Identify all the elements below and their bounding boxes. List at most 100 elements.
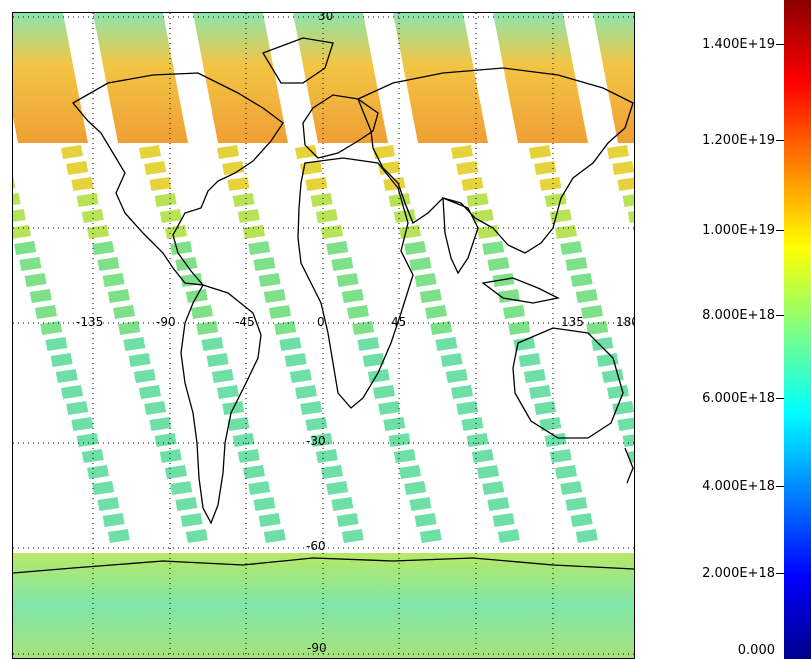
global-map: 30 -135 -90 -45 0 45 135 180 -30 -60 -90: [12, 12, 635, 659]
swath-block: [258, 513, 281, 527]
swath-block: [55, 369, 78, 383]
swath-block: [61, 385, 83, 399]
swath-block: [409, 257, 432, 271]
lon-label: 45: [391, 315, 407, 329]
swath-block: [549, 449, 572, 463]
swath-block: [352, 321, 375, 335]
swath-block: [310, 433, 333, 447]
swath-block: [596, 353, 619, 367]
swath-block: [529, 145, 551, 159]
swath-block: [544, 193, 567, 207]
swath-block: [560, 481, 583, 495]
swath-block: [373, 385, 395, 399]
swath-block: [466, 193, 489, 207]
continent-outlines: [13, 37, 634, 574]
lon-label: -45: [235, 315, 255, 329]
swath-block: [13, 225, 31, 239]
south-polar-band: [13, 553, 634, 658]
swath-block: [165, 225, 187, 239]
swath-block: [300, 161, 323, 175]
swath-block: [50, 353, 73, 367]
swath-block: [35, 305, 57, 319]
colorbar-label: 1.200E+19: [702, 133, 775, 148]
swath-block: [76, 193, 99, 207]
swath-block: [445, 369, 468, 383]
colorbar-label: 8.000E+18: [702, 308, 775, 323]
swath-block: [248, 241, 271, 255]
swath-block: [191, 305, 213, 319]
swath-block: [456, 161, 479, 175]
swath-block: [295, 145, 317, 159]
swath-block: [487, 257, 510, 271]
swath-block: [341, 289, 364, 303]
swath-block: [414, 273, 437, 287]
swath-segment: [393, 13, 488, 143]
swath-block: [258, 273, 281, 287]
swath-block: [107, 529, 130, 543]
colorbar-fill: [784, 0, 811, 659]
swath-block: [383, 417, 406, 431]
map-canvas: [13, 13, 634, 658]
swath-block: [133, 369, 156, 383]
swath-block: [123, 337, 146, 351]
swath-block: [513, 337, 536, 351]
swath-block: [539, 417, 562, 431]
colorbar-label: 1.000E+19: [702, 223, 775, 238]
swath-block: [425, 305, 447, 319]
swath-segment: [193, 13, 288, 143]
swath-block: [81, 209, 104, 223]
colorbar-label: 6.000E+18: [702, 391, 775, 406]
swath-block: [97, 497, 120, 511]
colorbar-label: 2.000E+18: [702, 566, 775, 581]
indonesia-outline: [481, 277, 560, 304]
swath-block: [144, 161, 167, 175]
swath-segment: [493, 13, 588, 143]
new-zealand-outline: [624, 447, 634, 484]
swath-block: [24, 273, 47, 287]
swath-block: [118, 321, 141, 335]
africa-outline: [297, 157, 414, 409]
swath-block: [544, 433, 567, 447]
colorbar-tick: [776, 140, 784, 141]
swath-block: [378, 161, 401, 175]
swath-block: [237, 209, 260, 223]
swath-block: [232, 433, 255, 447]
swath-block: [565, 497, 588, 511]
swath-block: [378, 401, 401, 415]
swath-block: [581, 305, 603, 319]
swath-block: [159, 209, 182, 223]
swath-block: [497, 529, 520, 543]
swath-block: [211, 369, 234, 383]
swath-block: [341, 529, 364, 543]
colorbar-label: 4.000E+18: [702, 479, 775, 494]
swath-block: [227, 417, 250, 431]
swath-block: [19, 257, 42, 271]
swath-block: [71, 177, 94, 191]
north-swath-band: [13, 13, 634, 143]
swath-block: [367, 369, 390, 383]
swath-segment: [93, 13, 188, 143]
swath-segment: [13, 13, 88, 143]
swath-block: [76, 433, 99, 447]
swath-block: [71, 417, 94, 431]
lat-label: -30: [306, 434, 326, 448]
swath-block: [466, 433, 489, 447]
swath-block: [263, 289, 286, 303]
swath-block: [66, 161, 89, 175]
swath-block: [612, 161, 634, 175]
lon-label: -90: [156, 315, 176, 329]
swath-block: [482, 241, 505, 255]
swath-block: [399, 465, 421, 479]
colorbar-label: 1.400E+19: [702, 37, 775, 52]
greenland-outline: [262, 37, 334, 84]
swath-block: [217, 145, 239, 159]
graticule: [13, 13, 634, 658]
swath-block: [113, 305, 135, 319]
swath-block: [404, 481, 427, 495]
europe-outline: [302, 94, 379, 159]
swath-block: [518, 353, 541, 367]
swath-block: [40, 321, 63, 335]
swath-block: [591, 337, 614, 351]
lon-label: -135: [76, 315, 104, 329]
swath-block: [612, 401, 634, 415]
